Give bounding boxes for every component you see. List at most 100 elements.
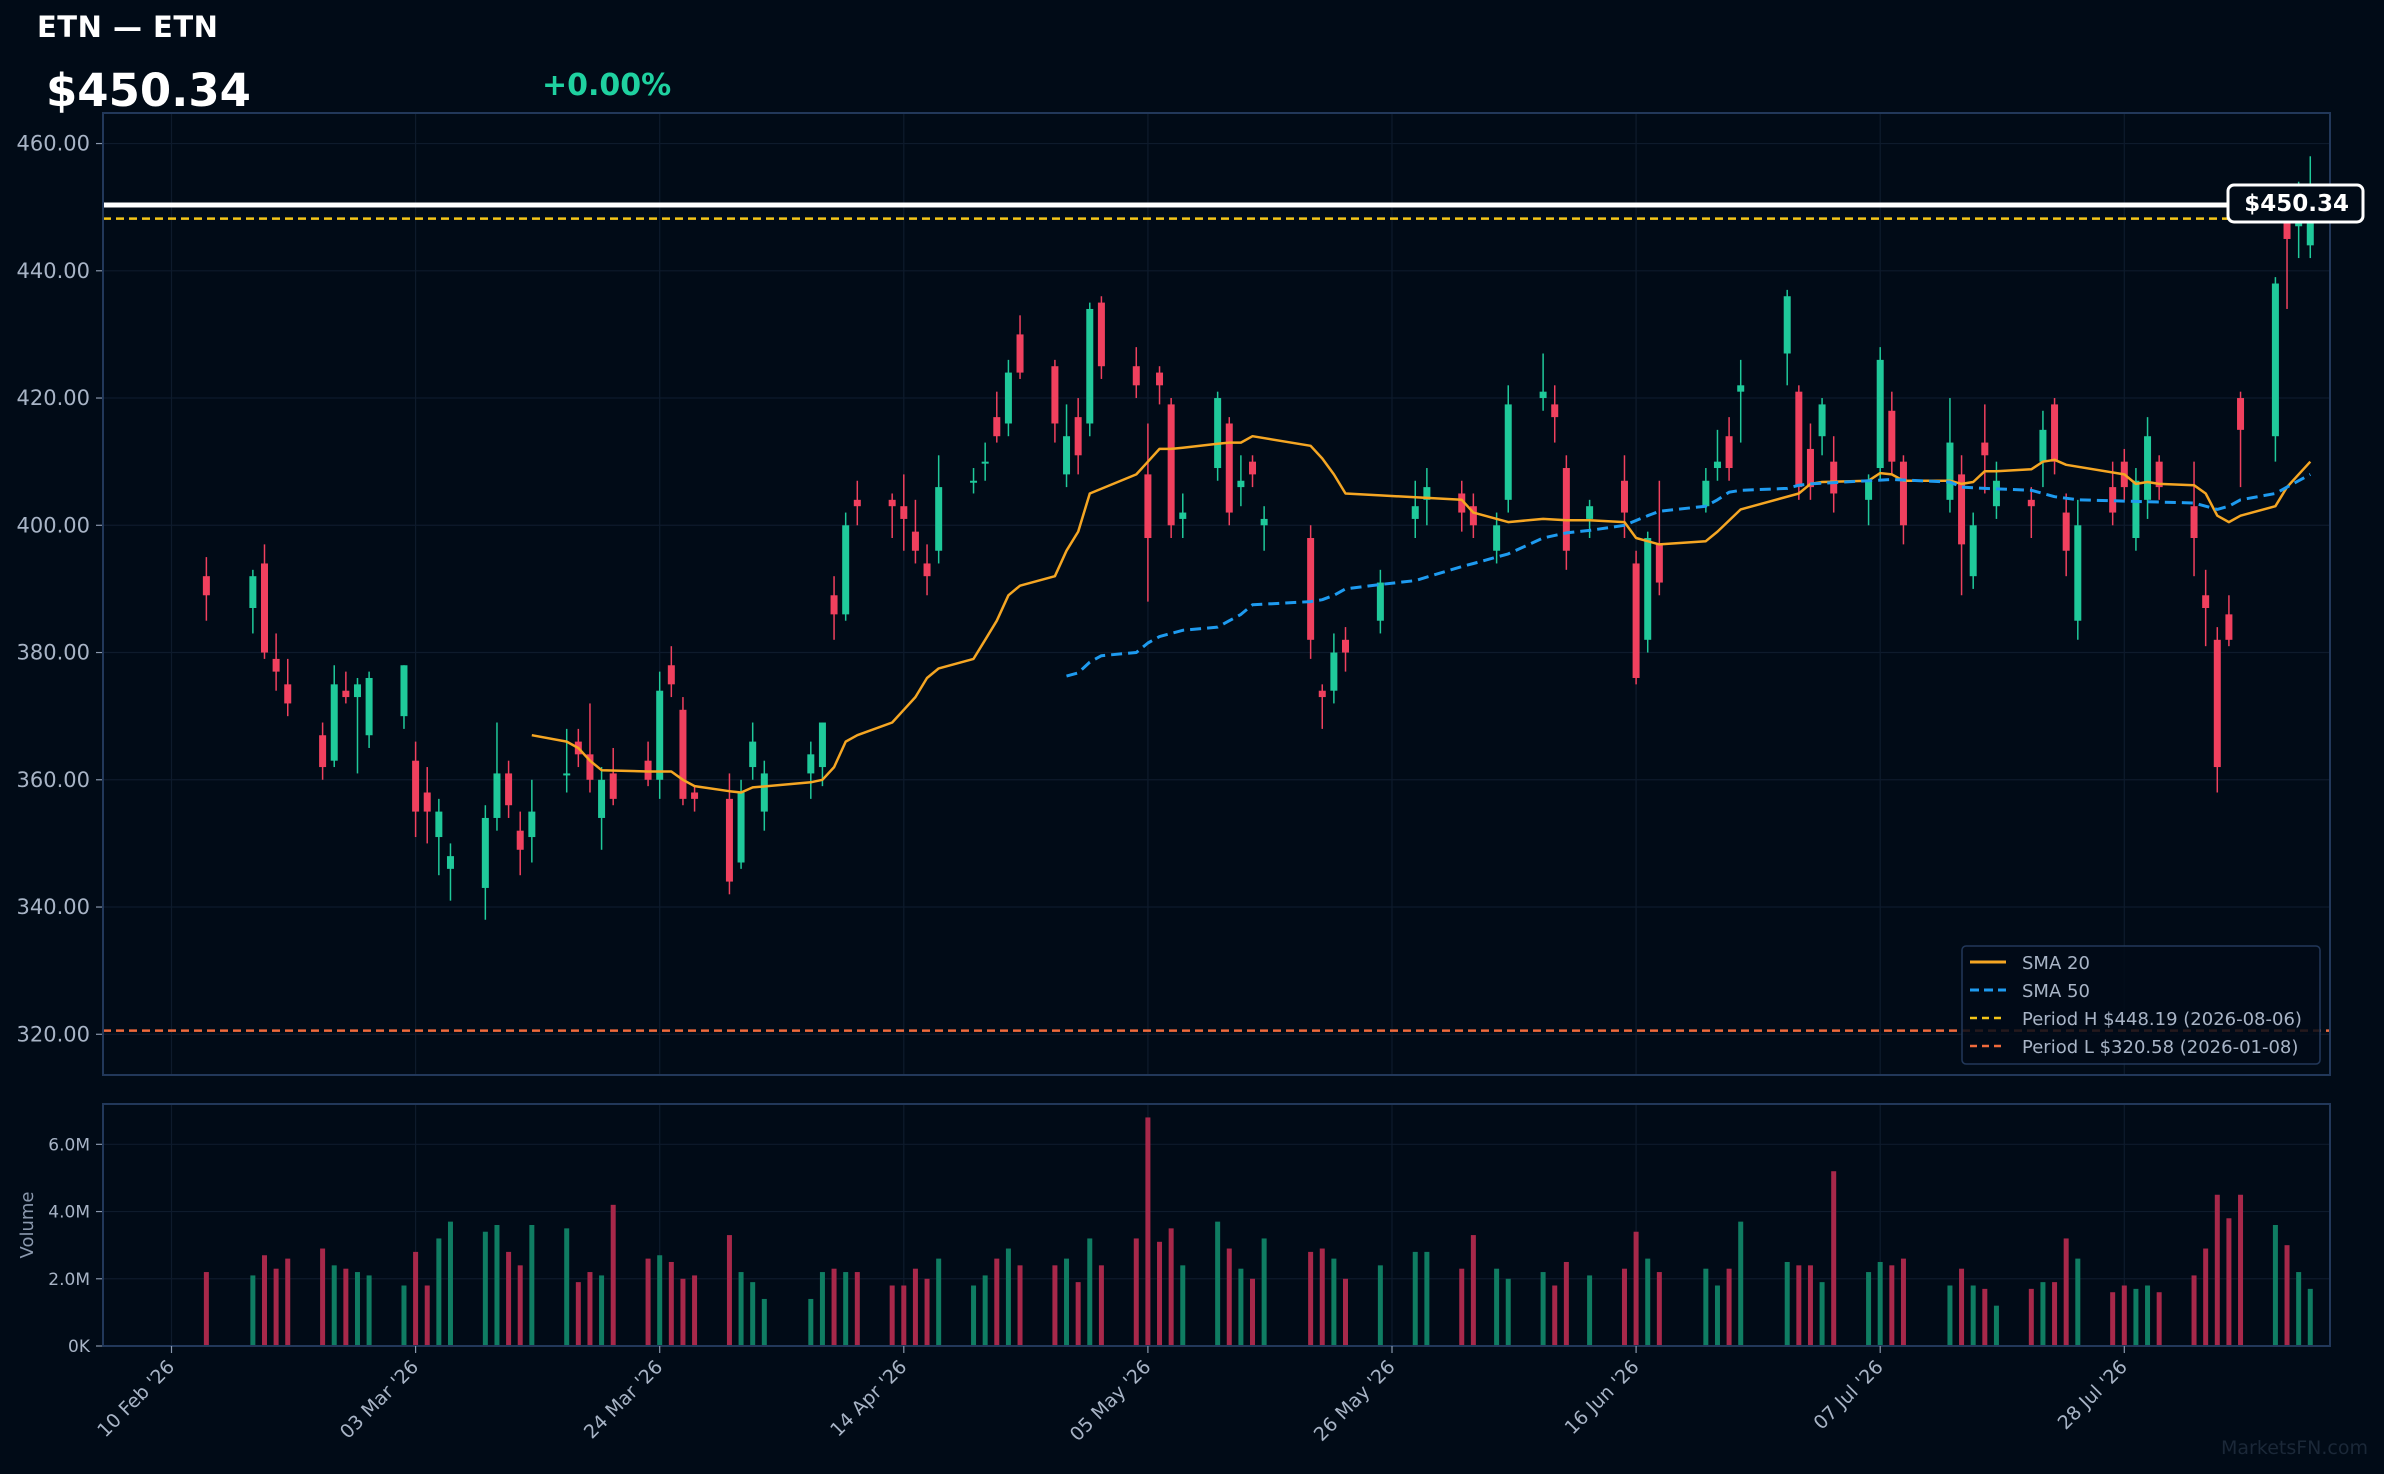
candle-body: [1051, 366, 1059, 424]
candle-body: [598, 779, 606, 818]
candle-body: [2144, 436, 2152, 500]
volume-bar: [1900, 1258, 1906, 1346]
x-tick-label: 07 Jul '26: [1810, 1356, 1888, 1434]
x-tick-label: 14 Apr '26: [826, 1356, 911, 1441]
candle-body: [1539, 391, 1547, 399]
volume-bar: [1494, 1268, 1500, 1346]
candle-body: [1899, 461, 1907, 526]
candle-body: [1063, 436, 1071, 475]
candle-body: [2225, 614, 2233, 640]
volume-bar: [261, 1255, 267, 1346]
price-tick-label: 400.00: [17, 513, 90, 537]
candle-body: [1958, 474, 1966, 545]
volume-bar: [320, 1248, 326, 1346]
volume-bar: [2040, 1282, 2046, 1346]
candle-body: [981, 461, 989, 464]
candle-body: [1179, 512, 1187, 519]
candle-body: [1307, 538, 1315, 640]
volume-bar: [2156, 1292, 2162, 1346]
volume-bar: [889, 1285, 895, 1346]
volume-bar: [1168, 1228, 1174, 1346]
volume-bar: [1889, 1265, 1895, 1346]
candle-body: [1865, 480, 1873, 500]
volume-bar: [936, 1258, 942, 1346]
volume-bar: [2121, 1285, 2127, 1346]
candle-body: [725, 798, 733, 882]
volume-bar: [1621, 1268, 1627, 1346]
volume-bar: [1052, 1265, 1058, 1346]
price-tick-label: 320.00: [17, 1022, 90, 1046]
candle-body: [435, 811, 443, 838]
volume-bar: [1087, 1238, 1093, 1346]
last-price-tag: $450.34: [2226, 183, 2365, 224]
candle-body: [1888, 410, 1896, 462]
volume-bar: [1133, 1238, 1139, 1346]
volume-bar: [1866, 1272, 1872, 1346]
candle-body: [563, 773, 571, 776]
volume-bar: [506, 1251, 512, 1346]
candle-body: [1655, 544, 1663, 583]
sma20-line: [531, 434, 2312, 794]
candle-body: [911, 531, 919, 551]
candle-body: [1074, 417, 1082, 456]
candle-body: [1620, 480, 1628, 513]
volume-bar: [1412, 1251, 1418, 1346]
candle-body: [1876, 359, 1884, 469]
volume-bar: [1424, 1251, 1430, 1346]
candle-body: [1818, 404, 1826, 437]
candle-body: [818, 722, 826, 768]
candle-body: [2074, 525, 2082, 621]
volume-bar: [1540, 1272, 1546, 1346]
volume-bar: [1377, 1265, 1383, 1346]
x-tick-label: 24 Mar '26: [580, 1356, 667, 1443]
volume-bar: [1796, 1265, 1802, 1346]
candle-body: [330, 684, 338, 761]
reference-lines: [103, 202, 2330, 1032]
candle-body: [1806, 448, 1814, 488]
candle-body: [1783, 296, 1791, 354]
x-tick-label: 26 May '26: [1310, 1356, 1400, 1446]
volume-bar: [901, 1285, 907, 1346]
volume-bar: [203, 1272, 209, 1346]
volume-bar: [2110, 1292, 2116, 1346]
volume-bar: [692, 1275, 698, 1346]
volume-bar: [2145, 1285, 2151, 1346]
candle-body: [1016, 334, 1024, 373]
candle-body: [644, 760, 652, 780]
candle-body: [202, 576, 210, 596]
volume-bar: [2226, 1218, 2232, 1346]
candle-body: [1225, 423, 1233, 513]
candle-body: [365, 677, 373, 736]
volume-bars: [203, 1117, 2313, 1346]
volume-tick-label: 6.0M: [48, 1135, 90, 1155]
volume-bar: [2214, 1194, 2220, 1346]
candle-body: [1132, 366, 1140, 386]
volume-bar: [1633, 1231, 1639, 1346]
volume-bar: [529, 1225, 535, 1346]
volume-bar: [1819, 1282, 1825, 1346]
candle-body: [284, 684, 292, 704]
volume-bar: [1645, 1258, 1651, 1346]
legend-period-low: Period L $320.58 (2026-01-08): [2022, 1037, 2298, 1058]
candle-body: [2306, 207, 2314, 246]
candle-body: [423, 792, 431, 812]
volume-bar: [2063, 1238, 2069, 1346]
candle-body: [493, 773, 501, 818]
candle-body: [1586, 506, 1594, 519]
candle-body: [679, 709, 687, 799]
candle-body: [923, 563, 931, 577]
candle-body: [1632, 563, 1640, 678]
volume-bar: [273, 1268, 279, 1346]
candle-body: [342, 690, 350, 698]
x-tick-label: 28 Jul '26: [2054, 1356, 2132, 1434]
volume-bar: [575, 1282, 581, 1346]
candle-body: [1411, 506, 1419, 519]
volume-bar: [1877, 1261, 1883, 1346]
candle-body: [2202, 595, 2210, 608]
volume-bar: [819, 1272, 825, 1346]
candle-body: [1830, 461, 1838, 494]
volume-bar: [912, 1268, 918, 1346]
candle-body: [2109, 487, 2117, 513]
volume-bar: [1226, 1248, 1232, 1346]
volume-bar: [1947, 1285, 1953, 1346]
